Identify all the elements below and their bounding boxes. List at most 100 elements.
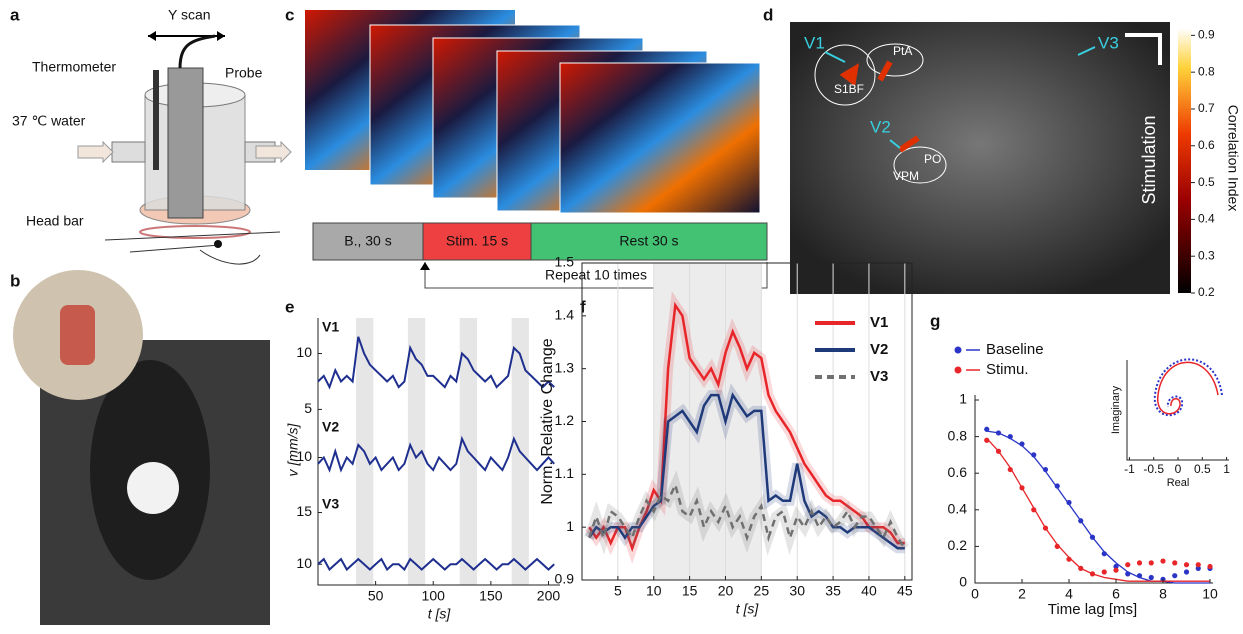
y-tick-label: 5 bbox=[304, 400, 312, 416]
colorbar-tick-label: 0.9 bbox=[1198, 28, 1215, 42]
inset-x-tick-label: -1 bbox=[1124, 462, 1135, 476]
panel-label: b bbox=[10, 271, 20, 290]
x-tick-label: 50 bbox=[368, 588, 384, 604]
y-tick-label: 1.2 bbox=[555, 412, 575, 428]
inset-x-tick-label: -0.5 bbox=[1143, 462, 1164, 476]
label: Probe bbox=[225, 65, 263, 81]
point bbox=[1078, 565, 1084, 571]
point bbox=[1195, 562, 1201, 568]
inset-x-tick-label: 0 bbox=[1175, 462, 1182, 476]
x-tick-label: 5 bbox=[614, 583, 622, 599]
inset-x-tick-label: 0.5 bbox=[1194, 462, 1211, 476]
trace bbox=[317, 557, 555, 572]
y-tick-label: 10 bbox=[296, 555, 312, 571]
point bbox=[1019, 441, 1025, 447]
point bbox=[1089, 571, 1096, 577]
point bbox=[1136, 560, 1143, 566]
inset-axes bbox=[1126, 360, 1229, 461]
x-tick-label: 6 bbox=[1112, 586, 1120, 602]
x-tick-label: 30 bbox=[789, 583, 805, 599]
y-tick-label: 0.8 bbox=[948, 427, 968, 443]
y-tick-label: 1.3 bbox=[555, 359, 575, 375]
point bbox=[1172, 560, 1178, 566]
point bbox=[1172, 573, 1178, 579]
panel-label: g bbox=[930, 311, 940, 330]
y-tick-label: 1.1 bbox=[555, 465, 575, 481]
legend-label: Baseline bbox=[986, 341, 1044, 358]
point bbox=[1125, 571, 1131, 577]
y-tick-label: 10 bbox=[296, 448, 312, 464]
x-tick-label: 200 bbox=[537, 588, 561, 604]
colorbar-tick-label: 0.5 bbox=[1198, 175, 1215, 189]
point bbox=[1031, 452, 1037, 458]
x-tick-label: 45 bbox=[897, 583, 913, 599]
point bbox=[1078, 518, 1084, 524]
point bbox=[1136, 573, 1143, 579]
inset-y-label: Imaginary bbox=[1110, 385, 1122, 434]
colorbar-tick-label: 0.6 bbox=[1198, 138, 1215, 152]
x-axis-label: Time lag [ms] bbox=[1048, 601, 1137, 618]
point bbox=[995, 448, 1002, 454]
trace bbox=[317, 435, 555, 473]
point bbox=[995, 430, 1002, 436]
point bbox=[1148, 560, 1154, 566]
x-tick-label: 0 bbox=[971, 586, 979, 602]
point bbox=[1183, 569, 1190, 575]
y-tick-label: 1 bbox=[959, 391, 967, 407]
timeline-label: B., 30 s bbox=[344, 233, 391, 249]
point bbox=[1042, 525, 1049, 531]
point bbox=[1113, 567, 1119, 573]
legend-label: Stimu. bbox=[986, 361, 1029, 378]
timeline-label: Stim. 15 s bbox=[446, 233, 508, 249]
label: Y scan bbox=[168, 7, 211, 23]
legend-label: V3 bbox=[870, 368, 888, 385]
region-label: V2 bbox=[870, 117, 891, 136]
x-axis-label: t [s] bbox=[736, 601, 760, 617]
line bbox=[588, 392, 905, 550]
region-label: V1 bbox=[804, 33, 825, 52]
point bbox=[984, 426, 990, 432]
y-tick-label: 0.6 bbox=[948, 464, 968, 480]
point bbox=[984, 437, 990, 443]
colorbar-tick-label: 0.3 bbox=[1198, 248, 1215, 262]
axes bbox=[317, 318, 560, 586]
x-tick-label: 4 bbox=[1065, 586, 1073, 602]
trace-label: V1 bbox=[322, 319, 339, 335]
axes bbox=[581, 262, 913, 581]
fit-line bbox=[986, 437, 1210, 582]
point bbox=[1007, 466, 1013, 473]
y-tick-label: 0.4 bbox=[948, 501, 968, 517]
point bbox=[1089, 534, 1096, 540]
y-tick-label: 0.2 bbox=[948, 537, 968, 553]
legend-dot bbox=[954, 346, 962, 354]
x-tick-label: 10 bbox=[1202, 586, 1218, 602]
point bbox=[1183, 562, 1190, 568]
point bbox=[1195, 565, 1201, 571]
photo bbox=[13, 270, 270, 625]
region-label: PO bbox=[924, 152, 941, 166]
point bbox=[1054, 543, 1060, 550]
point bbox=[1031, 507, 1037, 513]
setup-diagram bbox=[77, 31, 292, 265]
y-tick-label: 0 bbox=[959, 574, 967, 590]
y-tick-label: 1 bbox=[566, 518, 574, 534]
panel-label: f bbox=[580, 297, 586, 316]
colorbar-tick-label: 0.8 bbox=[1198, 64, 1215, 78]
point bbox=[1019, 485, 1025, 491]
point bbox=[1066, 556, 1072, 562]
point bbox=[1101, 551, 1107, 557]
x-axis-label: t [s] bbox=[428, 606, 452, 622]
image-stack bbox=[305, 10, 768, 289]
x-tick-label: 15 bbox=[682, 583, 698, 599]
colorbar-tick-label: 0.7 bbox=[1198, 101, 1215, 115]
x-tick-label: 8 bbox=[1159, 586, 1167, 602]
panel-label: e bbox=[285, 297, 294, 316]
point bbox=[1042, 466, 1049, 473]
line bbox=[588, 481, 906, 549]
timeline-label: Repeat 10 times bbox=[545, 267, 647, 283]
y-tick-label: 1.5 bbox=[555, 254, 575, 270]
y-tick-label: 10 bbox=[296, 344, 312, 360]
x-tick-label: 2 bbox=[1018, 586, 1026, 602]
inset-x-label: Real bbox=[1167, 477, 1190, 489]
